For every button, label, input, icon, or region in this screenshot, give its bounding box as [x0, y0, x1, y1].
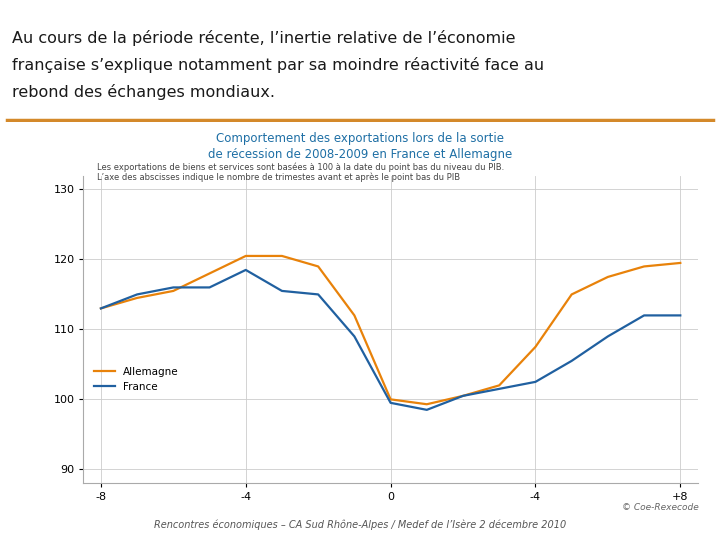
Allemagne	[531, 343, 540, 350]
France	[132, 291, 141, 298]
Line: Allemagne: Allemagne	[101, 256, 680, 404]
France	[278, 288, 287, 294]
Text: Rencontres économiques – CA Sud Rhône-Alpes / Medef de l’Isère 2 décembre 2010: Rencontres économiques – CA Sud Rhône-Al…	[154, 519, 566, 530]
France	[350, 333, 359, 340]
France	[531, 379, 540, 385]
Allemagne	[350, 312, 359, 319]
France	[603, 333, 612, 340]
Allemagne	[423, 401, 431, 408]
Allemagne	[169, 288, 178, 294]
Allemagne	[640, 263, 649, 269]
Allemagne	[278, 253, 287, 259]
France	[205, 284, 214, 291]
Allemagne	[132, 295, 141, 301]
Legend: Allemagne, France: Allemagne, France	[94, 367, 179, 392]
France	[241, 267, 250, 273]
Line: France: France	[101, 270, 680, 410]
Allemagne	[567, 291, 576, 298]
France	[169, 284, 178, 291]
France	[459, 393, 467, 399]
Text: rebond des échanges mondiaux.: rebond des échanges mondiaux.	[12, 84, 275, 100]
France	[314, 291, 323, 298]
Allemagne	[314, 263, 323, 269]
France	[640, 312, 649, 319]
Allemagne	[603, 274, 612, 280]
France	[495, 386, 503, 392]
Allemagne	[495, 382, 503, 389]
France	[387, 400, 395, 406]
Text: de récession de 2008-2009 en France et Allemagne: de récession de 2008-2009 en France et A…	[208, 148, 512, 161]
France	[96, 305, 105, 312]
Text: Au cours de la période récente, l’inertie relative de l’économie: Au cours de la période récente, l’inerti…	[12, 30, 516, 46]
Text: © Coe-Rexecode: © Coe-Rexecode	[621, 503, 698, 512]
Allemagne	[387, 396, 395, 403]
France	[676, 312, 685, 319]
Allemagne	[676, 260, 685, 266]
Allemagne	[241, 253, 250, 259]
Text: française s’explique notamment par sa moindre réactivité face au: française s’explique notamment par sa mo…	[12, 57, 544, 73]
Allemagne	[96, 305, 105, 312]
Text: Les exportations de biens et services sont basées à 100 à la date du point bas d: Les exportations de biens et services so…	[97, 162, 505, 172]
France	[567, 357, 576, 364]
France	[423, 407, 431, 413]
Text: Comportement des exportations lors de la sortie: Comportement des exportations lors de la…	[216, 132, 504, 145]
Allemagne	[459, 393, 467, 399]
Allemagne	[205, 270, 214, 276]
Text: L’axe des abscisses indique le nombre de trimestes avant et après le point bas d: L’axe des abscisses indique le nombre de…	[97, 172, 460, 182]
